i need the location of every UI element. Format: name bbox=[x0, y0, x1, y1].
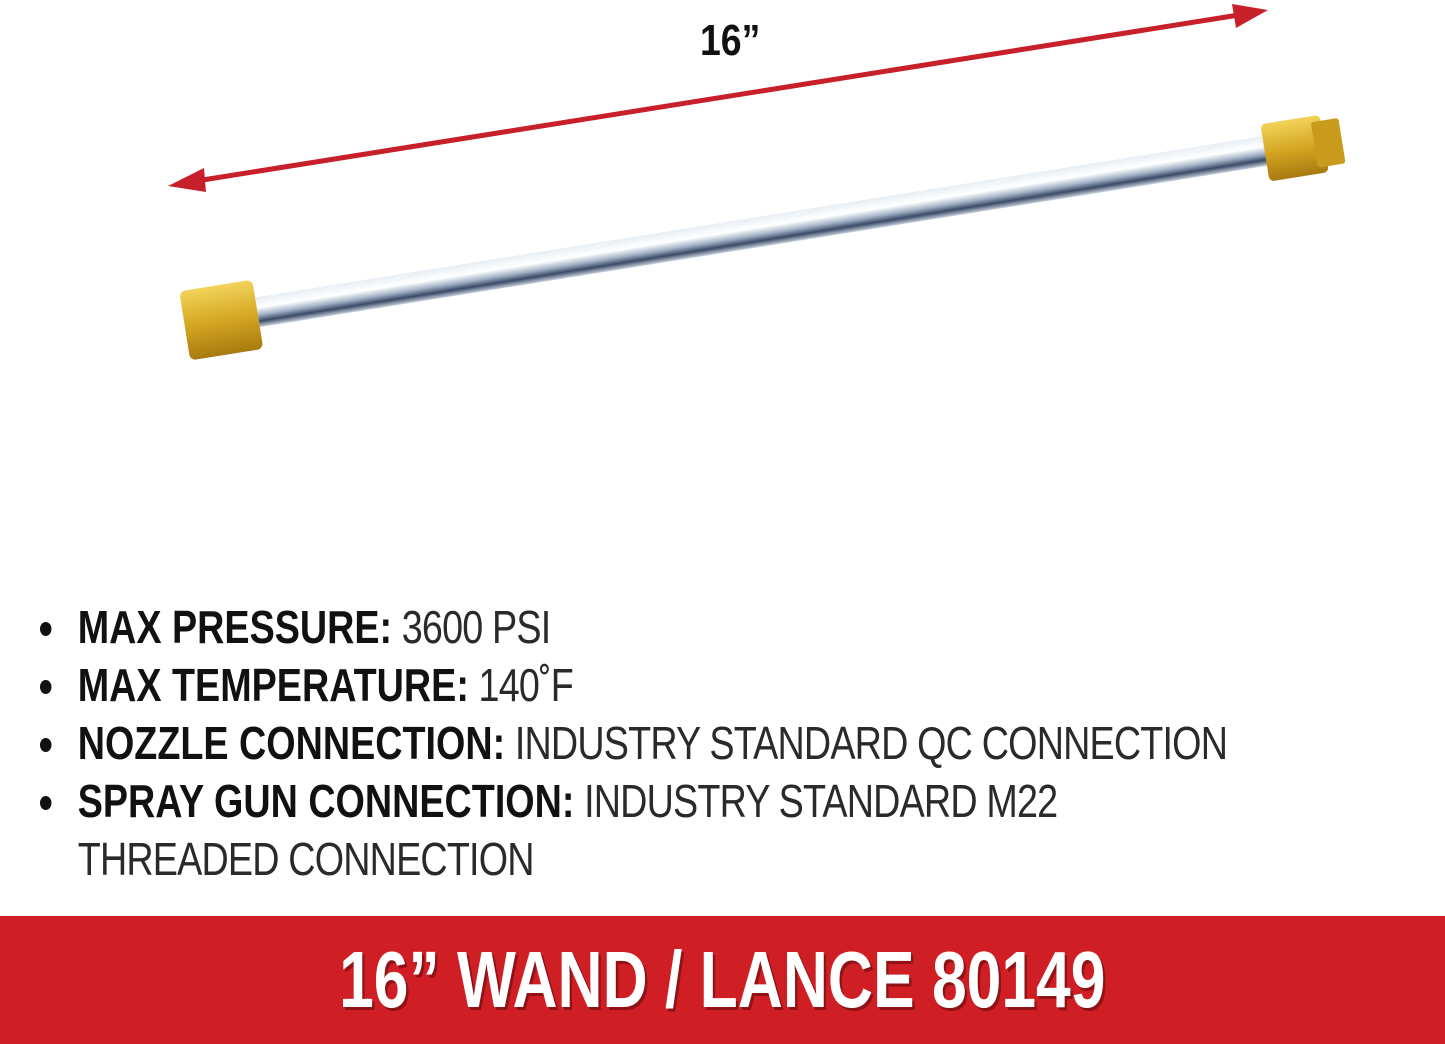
m22-thread-fitting bbox=[1261, 115, 1329, 181]
wand-lance bbox=[180, 115, 1346, 360]
bullet-icon bbox=[40, 680, 52, 694]
chrome-tube bbox=[255, 134, 1277, 328]
spec-item-spray-gun-connection: SPRAY GUN CONNECTION: INDUSTRY STANDARD … bbox=[40, 772, 1227, 888]
spec-item-nozzle-connection: NOZZLE CONNECTION: INDUSTRY STANDARD QC … bbox=[40, 714, 1228, 772]
spec-value: INDUSTRY STANDARD QC CONNECTION bbox=[505, 717, 1228, 769]
bullet-icon bbox=[40, 622, 52, 636]
spec-item-max-pressure: MAX PRESSURE: 3600 PSI bbox=[40, 598, 1227, 656]
spec-list: MAX PRESSURE: 3600 PSI MAX TEMPERATURE: … bbox=[40, 598, 1445, 888]
product-illustration bbox=[168, 4, 1346, 360]
dimension-arrow bbox=[168, 4, 1268, 192]
spec-label: MAX PRESSURE: bbox=[77, 601, 393, 653]
dimension-label: 16” bbox=[700, 16, 761, 65]
spec-value: 140˚F bbox=[468, 659, 574, 711]
spec-value-continuation: THREADED CONNECTION bbox=[77, 833, 535, 885]
quick-connect-fitting bbox=[180, 280, 263, 360]
product-title: 16” WAND / LANCE 80149 bbox=[339, 935, 1106, 1024]
bullet-icon bbox=[40, 796, 52, 810]
spec-value: 3600 PSI bbox=[392, 601, 551, 653]
spec-value: INDUSTRY STANDARD M22 bbox=[574, 775, 1058, 827]
spec-item-max-temperature: MAX TEMPERATURE: 140˚F bbox=[40, 656, 1227, 714]
spec-label: MAX TEMPERATURE: bbox=[77, 659, 469, 711]
spec-label: SPRAY GUN CONNECTION: bbox=[77, 775, 575, 827]
spec-label: NOZZLE CONNECTION: bbox=[77, 717, 506, 769]
product-title-banner: 16” WAND / LANCE 80149 bbox=[0, 916, 1445, 1044]
bullet-icon bbox=[40, 738, 52, 752]
